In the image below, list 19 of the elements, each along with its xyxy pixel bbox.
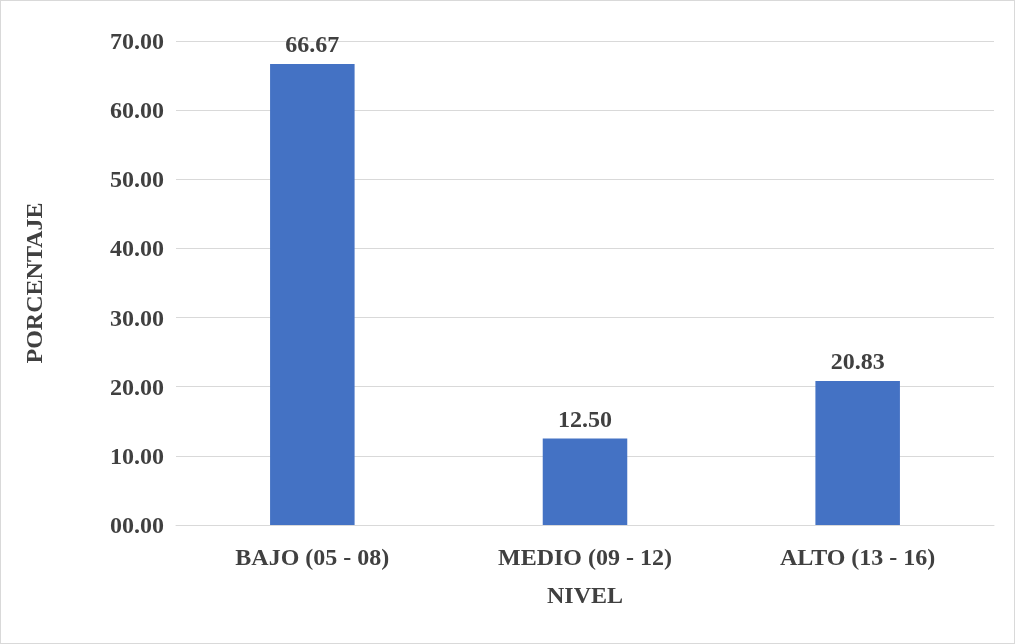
y-tick-label: 20.00	[110, 373, 164, 400]
y-tick-label: 50.00	[110, 166, 164, 193]
y-tick-label: 40.00	[110, 235, 164, 262]
y-tick-label: 00.00	[110, 512, 164, 538]
bar	[270, 64, 355, 525]
data-label: 66.67	[285, 31, 340, 58]
y-tick-label: 70.00	[110, 28, 164, 54]
x-tick-label: BAJO (05 - 08)	[235, 544, 390, 570]
data-label: 20.83	[830, 347, 885, 374]
y-tick-label: 10.00	[110, 442, 164, 469]
x-tick-label: MEDIO (09 - 12)	[498, 544, 672, 570]
y-tick-label: 30.00	[110, 304, 164, 331]
x-tick-label: ALTO (13 - 16)	[779, 544, 936, 570]
bar	[815, 380, 900, 525]
y-tick-label: 60.00	[110, 97, 164, 124]
data-label: 12.50	[558, 405, 612, 432]
x-axis-title: NIVEL	[546, 582, 624, 608]
bar	[542, 438, 628, 525]
y-axis-title: PORCENTAJE	[21, 202, 47, 364]
